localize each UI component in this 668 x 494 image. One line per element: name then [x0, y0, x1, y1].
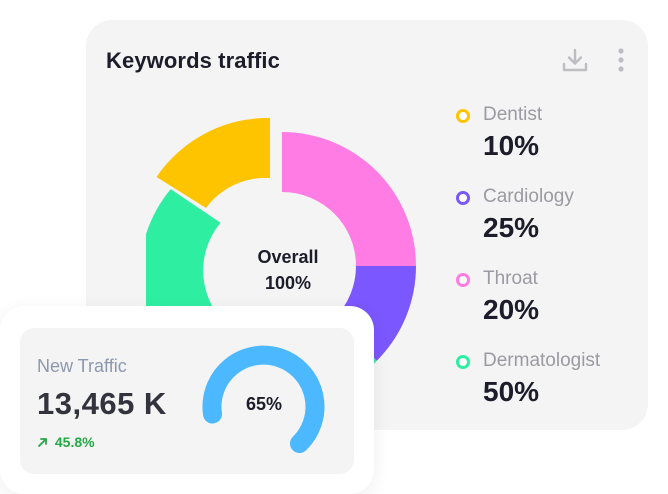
traffic-label: New Traffic [37, 356, 127, 376]
legend-name: Dermatologist [483, 350, 601, 371]
legend-value: 25% [483, 212, 540, 243]
donut-segment-dentist [156, 117, 270, 208]
legend-value: 20% [483, 294, 540, 325]
legend-name: Throat [483, 268, 538, 289]
donut-segment-throat [282, 132, 416, 266]
legend-item-dermatologist: Dermatologist 50% [456, 348, 636, 430]
gauge-value: 65% [245, 394, 283, 414]
legend-item-throat: Throat 20% [456, 266, 636, 348]
card-title: Keywords traffic [106, 48, 280, 73]
traffic-change-value: 45.8% [54, 434, 95, 450]
arrow-up-right-icon [37, 434, 51, 450]
new-traffic-card: New Traffic 13,465 K 45.8% 65% [0, 306, 374, 494]
traffic-change: 45.8% [37, 434, 95, 450]
donut-legend: Dentist 10% Cardiology 25% Throat 20% De… [456, 102, 636, 430]
legend-name: Dentist [483, 104, 543, 125]
legend-item-cardiology: Cardiology 25% [456, 184, 636, 266]
new-traffic-panel: New Traffic 13,465 K 45.8% 65% [20, 328, 354, 474]
donut-center-label: Overall 100% [238, 244, 338, 296]
gauge-arc [202, 345, 325, 453]
download-icon[interactable] [560, 45, 590, 75]
donut-center-value: 100% [264, 273, 312, 293]
legend-dot-icon [456, 109, 470, 123]
legend-dot-icon [456, 273, 470, 287]
more-vertical-icon[interactable] [613, 45, 629, 75]
donut-center-title: Overall [257, 247, 319, 267]
legend-value: 50% [483, 376, 540, 407]
traffic-value: 13,465 K [37, 386, 167, 421]
legend-value: 10% [483, 130, 540, 161]
legend-item-dentist: Dentist 10% [456, 102, 636, 184]
legend-dot-icon [456, 191, 470, 205]
legend-name: Cardiology [483, 186, 574, 207]
traffic-gauge: 65% [202, 344, 326, 468]
legend-dot-icon [456, 355, 470, 369]
